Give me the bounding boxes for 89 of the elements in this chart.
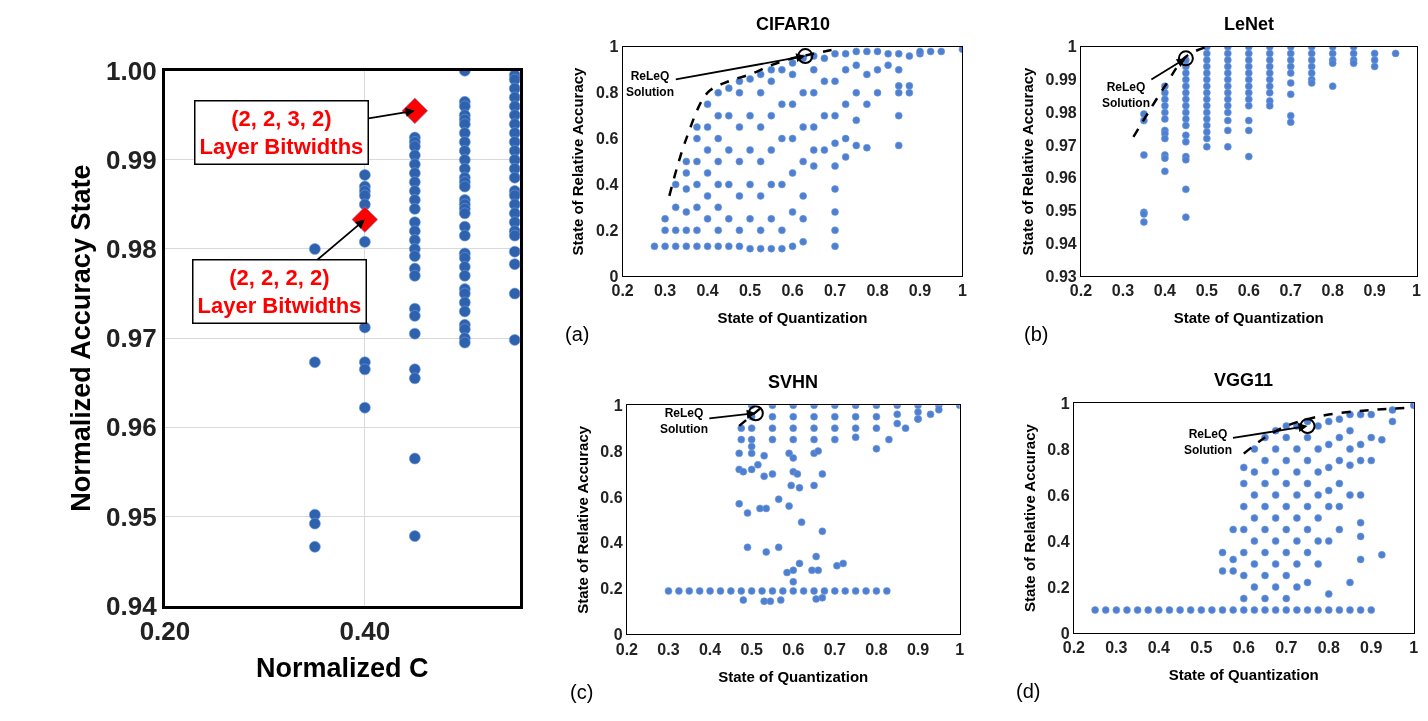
- x-tick-label: 0.8: [866, 282, 889, 300]
- y-tick-label: 0.99: [1045, 71, 1077, 89]
- x-tick-label: 0.40: [339, 615, 391, 646]
- annotation: (2, 2, 3, 2) Layer Bitwidths: [199, 105, 364, 160]
- y-axis-title: State of Relative Accuracy: [1018, 66, 1036, 256]
- y-tick-label: 0.97: [1045, 136, 1077, 154]
- y-axis-title: State of Relative Accuracy: [1020, 423, 1038, 612]
- x-tick-label: 0.6: [781, 282, 804, 300]
- y-tick-label: 0.4: [1047, 532, 1070, 550]
- x-tick-label: 0.9: [1363, 282, 1386, 300]
- y-tick-label: 0.6: [1047, 486, 1070, 504]
- annotation: ReLeQ Solution: [660, 406, 708, 436]
- chart-title: CIFAR10: [756, 14, 831, 34]
- x-tick-label: 0.4: [1147, 639, 1171, 657]
- y-tick-label: 0.94: [1045, 234, 1077, 252]
- annotation: ReLeQ Solution: [1102, 80, 1150, 110]
- annotation: ReLeQ Solution: [1184, 427, 1232, 457]
- x-tick-label: 0.5: [1195, 282, 1219, 300]
- x-tick-label: 0.3: [653, 282, 677, 300]
- y-tick-label: 1.00: [106, 55, 157, 86]
- x-tick-label: 1: [1412, 282, 1422, 300]
- y-tick-label: 1: [1067, 38, 1077, 56]
- y-tick-label: 0.6: [600, 488, 623, 506]
- y-tick-label: 0.96: [1045, 169, 1077, 187]
- y-tick-label: 0.93: [1045, 267, 1077, 285]
- text: (a): [565, 323, 590, 345]
- x-tick-label: 0.6: [1232, 639, 1255, 657]
- y-tick-label: 1: [613, 396, 623, 414]
- x-tick-label: 0.4: [1153, 282, 1177, 300]
- x-tick-label: 0.9: [906, 640, 930, 658]
- y-tick-label: 0.2: [596, 221, 619, 239]
- y-tick-label: 0.8: [596, 84, 619, 102]
- text: (c): [570, 681, 594, 703]
- x-axis-title: Normalized C: [256, 653, 429, 684]
- y-tick-label: 0.8: [1047, 440, 1070, 458]
- y-axis-title: Normalized Accuracy State: [66, 164, 97, 512]
- y-tick-label: 0.2: [600, 580, 623, 598]
- x-tick-label: 0.7: [823, 640, 847, 658]
- y-tick-label: 0: [1060, 624, 1070, 642]
- x-tick-label: 0.3: [657, 640, 680, 658]
- x-tick-label: 0.5: [738, 282, 762, 300]
- y-tick-label: 0.8: [600, 442, 623, 460]
- x-tick-label: 0.7: [823, 282, 847, 300]
- x-tick-label: 0.5: [740, 640, 763, 658]
- x-tick-label: 1: [1409, 639, 1419, 657]
- x-tick-label: 0.6: [1237, 282, 1260, 300]
- x-tick-label: 0.4: [696, 282, 719, 300]
- chart-title: SVHN: [768, 372, 819, 392]
- x-tick-label: 0.8: [1317, 639, 1340, 657]
- y-tick-label: 0.4: [600, 534, 623, 552]
- x-tick-label: 0.3: [1111, 282, 1135, 300]
- y-tick-label: 1: [609, 38, 619, 56]
- annotation: (2, 2, 2, 2) Layer Bitwidths: [197, 264, 362, 319]
- x-axis-title: State of Quantization: [1168, 666, 1319, 684]
- text: (d): [1016, 680, 1041, 702]
- x-tick-label: 0.9: [908, 282, 932, 300]
- x-tick-label: 1: [955, 640, 965, 658]
- x-axis-title: State of Quantization: [1173, 309, 1324, 327]
- x-tick-label: 0.8: [1321, 282, 1344, 300]
- y-tick-label: 0.98: [1045, 103, 1077, 121]
- y-axis-title: State of Relative Accuracy: [569, 66, 587, 256]
- text: (b): [1024, 323, 1049, 345]
- y-tick-label: 0.2: [1047, 578, 1070, 596]
- y-axis-title: State of Relative Accuracy: [573, 425, 591, 614]
- y-tick-label: 0.98: [106, 234, 157, 265]
- x-tick-label: 0.9: [1360, 639, 1383, 657]
- x-axis-title: State of Quantization: [717, 309, 868, 327]
- y-tick-label: 0.95: [106, 501, 157, 532]
- y-tick-label: 0.6: [596, 130, 619, 148]
- chart-title: LeNet: [1224, 14, 1275, 34]
- y-tick-label: 1: [1060, 394, 1070, 412]
- x-tick-label: 0.7: [1279, 282, 1302, 300]
- y-tick-label: 0: [613, 626, 623, 644]
- x-tick-label: 0.5: [1190, 639, 1213, 657]
- y-tick-label: 0.95: [1045, 202, 1077, 220]
- x-tick-label: 0.3: [1105, 639, 1128, 657]
- y-tick-label: 0.96: [106, 412, 157, 443]
- y-tick-label: 0.4: [596, 176, 619, 194]
- x-tick-label: 0.7: [1275, 639, 1298, 657]
- y-tick-label: 0.99: [106, 144, 157, 175]
- chart-title: VGG11: [1214, 370, 1274, 390]
- x-tick-label: 0.4: [698, 640, 722, 658]
- y-tick-label: 0.97: [106, 323, 157, 354]
- x-tick-label: 0.6: [782, 640, 805, 658]
- annotation: ReLeQ Solution: [626, 69, 674, 99]
- x-tick-label: 1: [958, 282, 968, 300]
- x-tick-label: 0.8: [865, 640, 888, 658]
- y-tick-label: 0: [609, 267, 619, 285]
- x-axis-title: State of Quantization: [718, 667, 869, 685]
